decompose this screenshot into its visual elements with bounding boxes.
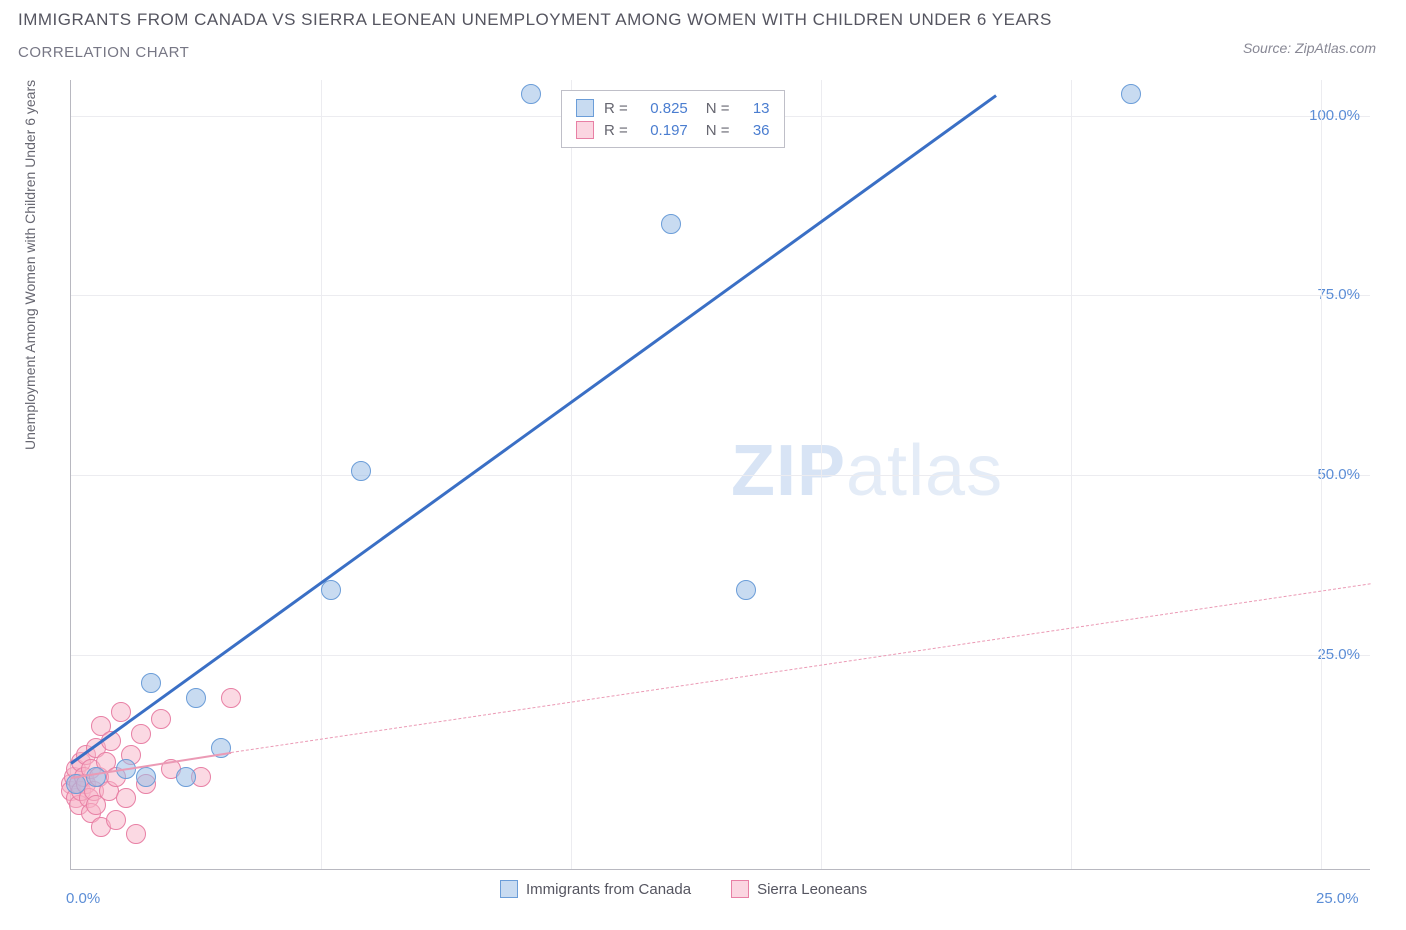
y-tick-label: 50.0%	[1317, 466, 1360, 483]
stat-n-label: N =	[706, 122, 730, 139]
data-point-blue	[351, 461, 371, 481]
data-point-blue	[176, 767, 196, 787]
gridline-v	[821, 80, 822, 869]
gridline-v	[321, 80, 322, 869]
data-point-blue	[141, 673, 161, 693]
data-point-pink	[116, 788, 136, 808]
chart-title: IMMIGRANTS FROM CANADA VS SIERRA LEONEAN…	[18, 10, 1052, 30]
y-tick-label: 100.0%	[1309, 107, 1360, 124]
legend-swatch	[576, 121, 594, 139]
y-tick-label: 25.0%	[1317, 646, 1360, 663]
legend-swatch	[731, 880, 749, 898]
gridline-h	[71, 655, 1370, 656]
stat-n-value: 13	[740, 100, 770, 117]
data-point-pink	[131, 724, 151, 744]
gridline-v	[1071, 80, 1072, 869]
data-point-blue	[86, 767, 106, 787]
data-point-pink	[106, 810, 126, 830]
gridline-h	[71, 475, 1370, 476]
legend-item: Sierra Leoneans	[731, 880, 867, 898]
data-point-blue	[1121, 84, 1141, 104]
data-point-blue	[186, 688, 206, 708]
legend-item: Immigrants from Canada	[500, 880, 691, 898]
stat-r-value: 0.197	[638, 122, 688, 139]
stats-row: R = 0.825 N = 13	[576, 97, 770, 119]
y-tick-label: 75.0%	[1317, 286, 1360, 303]
watermark: ZIPatlas	[731, 430, 1003, 512]
data-point-blue	[521, 84, 541, 104]
source-attribution: Source: ZipAtlas.com	[1243, 40, 1376, 56]
data-point-pink	[221, 688, 241, 708]
x-tick-label: 25.0%	[1316, 890, 1359, 907]
legend-swatch	[500, 880, 518, 898]
stat-r-label: R =	[604, 122, 628, 139]
legend-label: Immigrants from Canada	[526, 881, 691, 898]
stat-n-value: 36	[740, 122, 770, 139]
stat-n-label: N =	[706, 100, 730, 117]
bottom-legend: Immigrants from Canada Sierra Leoneans	[500, 880, 867, 898]
stats-box: R = 0.825 N = 13 R = 0.197 N = 36	[561, 90, 785, 148]
data-point-pink	[151, 709, 171, 729]
legend-label: Sierra Leoneans	[757, 881, 867, 898]
data-point-pink	[126, 824, 146, 844]
stats-row: R = 0.197 N = 36	[576, 119, 770, 141]
stat-r-value: 0.825	[638, 100, 688, 117]
legend-swatch	[576, 99, 594, 117]
chart-container: IMMIGRANTS FROM CANADA VS SIERRA LEONEAN…	[0, 0, 1406, 930]
trend-line	[231, 583, 1371, 753]
stat-r-label: R =	[604, 100, 628, 117]
x-tick-label: 0.0%	[66, 890, 100, 907]
data-point-blue	[321, 580, 341, 600]
data-point-blue	[661, 214, 681, 234]
plot-area: ZIPatlas 25.0%50.0%75.0%100.0%0.0%25.0%R…	[70, 80, 1370, 870]
data-point-blue	[136, 767, 156, 787]
y-axis-label: Unemployment Among Women with Children U…	[22, 80, 38, 450]
chart-subtitle: CORRELATION CHART	[18, 44, 189, 61]
gridline-v	[1321, 80, 1322, 869]
data-point-blue	[736, 580, 756, 600]
gridline-v	[571, 80, 572, 869]
